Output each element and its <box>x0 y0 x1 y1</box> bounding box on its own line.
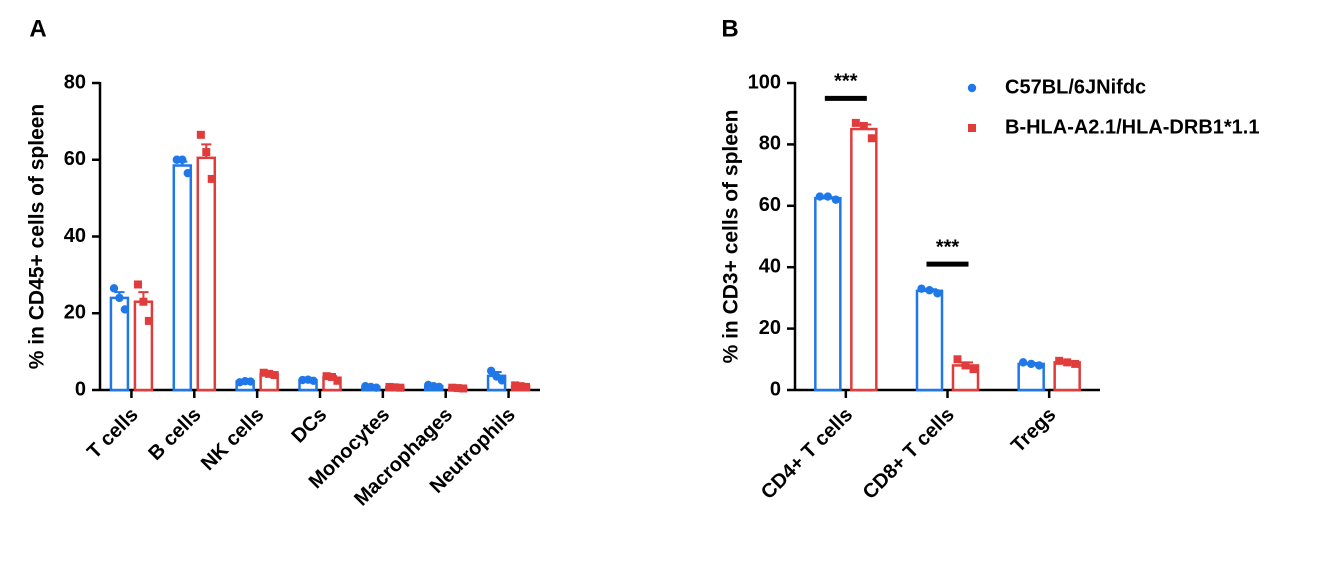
y-tick-label: 20 <box>64 302 86 324</box>
data-point <box>925 286 934 295</box>
data-point <box>207 174 216 183</box>
data-point <box>109 284 119 293</box>
data-point <box>448 383 457 392</box>
bar <box>915 289 944 392</box>
bar <box>172 164 193 392</box>
data-point <box>459 384 468 393</box>
data-point <box>1055 356 1064 365</box>
panel-label: A <box>29 15 46 42</box>
data-point <box>516 382 525 391</box>
data-point <box>815 192 825 201</box>
data-point <box>202 148 211 157</box>
y-tick-label: 60 <box>64 148 86 170</box>
y-tick-label: 60 <box>759 194 781 216</box>
data-point <box>333 376 342 385</box>
y-tick-label: 0 <box>770 378 781 400</box>
data-point <box>133 280 142 289</box>
data-point <box>246 377 255 386</box>
data-point <box>259 368 268 377</box>
data-point <box>969 365 978 374</box>
x-tick-label: B cells <box>144 404 205 465</box>
y-tick-label: 40 <box>64 225 86 247</box>
bar <box>850 127 878 392</box>
data-point <box>196 130 205 139</box>
data-point <box>328 372 336 381</box>
legend-marker <box>968 124 976 132</box>
data-point <box>178 155 187 164</box>
x-tick-label: T cells <box>83 404 143 464</box>
data-point <box>917 284 926 293</box>
data-point <box>322 372 331 381</box>
x-tick-label: CD8+ T cells <box>859 404 959 504</box>
data-point <box>851 118 860 127</box>
data-point <box>120 305 130 314</box>
data-point <box>270 371 279 380</box>
x-tick-label: NK cells <box>197 404 268 475</box>
data-point <box>1018 358 1028 367</box>
legend-label: B-HLA-A2.1/HLA-DRB1*1.1 <box>1005 116 1259 138</box>
panel-label: B <box>721 15 738 42</box>
data-point <box>115 293 124 303</box>
x-tick-label: CD4+ T cells <box>757 404 857 504</box>
data-point <box>434 382 444 392</box>
data-point <box>522 382 531 391</box>
data-point <box>867 134 876 143</box>
significance-label: *** <box>834 71 858 93</box>
data-point <box>265 369 274 378</box>
y-axis-label: % in CD3+ cells of spleen <box>720 110 743 364</box>
data-point <box>1063 358 1072 367</box>
data-point <box>511 381 520 390</box>
data-point <box>831 195 841 204</box>
bar <box>196 156 217 392</box>
y-tick-label: 40 <box>759 255 781 277</box>
data-point <box>486 366 496 376</box>
data-point <box>183 168 192 178</box>
data-point <box>953 355 962 364</box>
y-tick-label: 100 <box>748 71 781 93</box>
data-point <box>144 316 153 325</box>
y-tick-label: 20 <box>759 317 781 339</box>
bar <box>133 300 154 392</box>
data-point <box>1071 359 1080 368</box>
legend-marker <box>967 83 977 93</box>
bar <box>814 196 842 392</box>
data-point <box>385 382 394 391</box>
data-point <box>933 289 942 298</box>
y-tick-label: 80 <box>64 71 86 93</box>
data-point <box>390 383 399 392</box>
data-point <box>453 384 462 393</box>
data-point <box>823 192 833 201</box>
data-point <box>372 383 381 392</box>
y-axis-label: % in CD45+ cells of spleen <box>26 104 49 370</box>
x-tick-label: Tregs <box>1007 404 1060 457</box>
data-point <box>1034 361 1044 370</box>
data-point <box>396 383 405 392</box>
x-tick-label: DCs <box>287 404 331 448</box>
data-point <box>1026 359 1036 369</box>
data-point <box>139 297 148 306</box>
y-tick-label: 80 <box>759 133 781 155</box>
y-tick-label: 0 <box>75 378 86 400</box>
significance-label: *** <box>936 236 960 258</box>
data-point <box>961 361 970 370</box>
data-point <box>309 376 318 385</box>
data-point <box>497 376 507 385</box>
data-point <box>859 121 868 130</box>
legend-label: C57BL/6JNifdc <box>1005 76 1146 98</box>
